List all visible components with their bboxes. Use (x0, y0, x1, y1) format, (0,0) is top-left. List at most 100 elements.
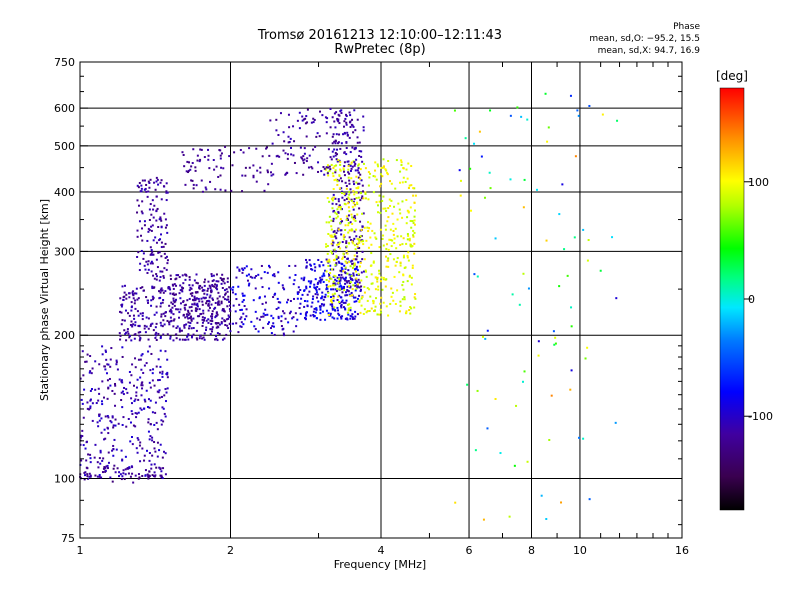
data-point (125, 297, 128, 300)
data-point (183, 304, 186, 307)
data-point (210, 273, 213, 276)
data-point (352, 201, 355, 204)
data-point (345, 262, 348, 265)
data-point (143, 324, 146, 327)
data-point (340, 300, 343, 303)
data-point (207, 148, 210, 151)
data-point (147, 418, 150, 421)
data-point (376, 163, 379, 166)
data-point (399, 170, 402, 173)
data-point (346, 285, 349, 288)
data-point (231, 164, 234, 167)
data-point (195, 184, 198, 187)
data-point (160, 289, 163, 292)
data-point (154, 474, 157, 477)
data-point (381, 175, 384, 178)
data-point (112, 467, 115, 470)
data-point (332, 155, 335, 158)
data-point (100, 417, 103, 420)
data-point (312, 313, 315, 316)
data-point (341, 196, 344, 199)
data-point (253, 325, 256, 328)
data-point (332, 196, 335, 199)
data-point (319, 281, 322, 284)
data-point (360, 240, 363, 243)
data-point (209, 319, 212, 322)
data-point (138, 325, 141, 328)
data-point (154, 336, 157, 339)
data-point (348, 182, 351, 185)
data-point (346, 133, 349, 136)
data-point (165, 372, 168, 375)
data-point (342, 301, 345, 304)
data-point (352, 216, 355, 219)
x-tick-label: 4 (378, 544, 385, 557)
data-point (104, 350, 107, 353)
data-point (315, 135, 318, 138)
data-point (344, 194, 347, 197)
data-point (156, 207, 159, 210)
y-tick-label: 300 (54, 245, 75, 258)
data-point (601, 113, 604, 116)
data-point (112, 426, 115, 429)
data-point (356, 118, 359, 121)
data-point (478, 130, 481, 133)
data-point (163, 450, 166, 453)
data-point (361, 250, 364, 253)
data-point (134, 299, 137, 302)
data-point (311, 298, 314, 301)
data-point (194, 309, 197, 312)
data-point (293, 161, 296, 164)
data-point (232, 291, 235, 294)
data-point (407, 259, 410, 262)
data-point (333, 233, 336, 236)
data-point (345, 250, 348, 253)
data-point (159, 291, 162, 294)
data-point (201, 286, 204, 289)
data-point (191, 162, 194, 165)
data-point (79, 443, 82, 446)
data-point (273, 293, 276, 296)
data-point (102, 457, 105, 460)
data-point (218, 303, 221, 306)
data-point (374, 276, 377, 279)
data-point (139, 358, 142, 361)
data-point (400, 159, 403, 162)
data-point (334, 211, 337, 214)
data-point (545, 239, 548, 242)
data-point (337, 243, 340, 246)
data-point (359, 192, 362, 195)
data-point (341, 256, 344, 259)
data-point (349, 281, 352, 284)
data-point (212, 279, 215, 282)
data-point (369, 222, 372, 225)
data-point (333, 306, 336, 309)
data-point (213, 338, 216, 341)
data-point (215, 311, 218, 314)
data-point (241, 174, 244, 177)
data-point (339, 284, 342, 287)
data-point (336, 229, 339, 232)
data-point (278, 155, 281, 158)
data-point (227, 314, 230, 317)
data-point (223, 337, 226, 340)
data-point (156, 441, 159, 444)
data-point (335, 203, 338, 206)
data-point (137, 251, 140, 254)
data-point (305, 135, 308, 138)
data-point (388, 198, 391, 201)
data-point (327, 313, 330, 316)
data-point (185, 313, 188, 316)
data-point (349, 286, 352, 289)
data-point (198, 315, 201, 318)
data-point (196, 159, 199, 162)
data-point (154, 188, 157, 191)
data-point (342, 306, 345, 309)
data-point (328, 200, 331, 203)
data-point (220, 300, 223, 303)
data-point (327, 174, 330, 177)
data-point (334, 250, 337, 253)
data-point (160, 470, 163, 473)
data-point (486, 427, 489, 430)
data-point (136, 235, 139, 238)
